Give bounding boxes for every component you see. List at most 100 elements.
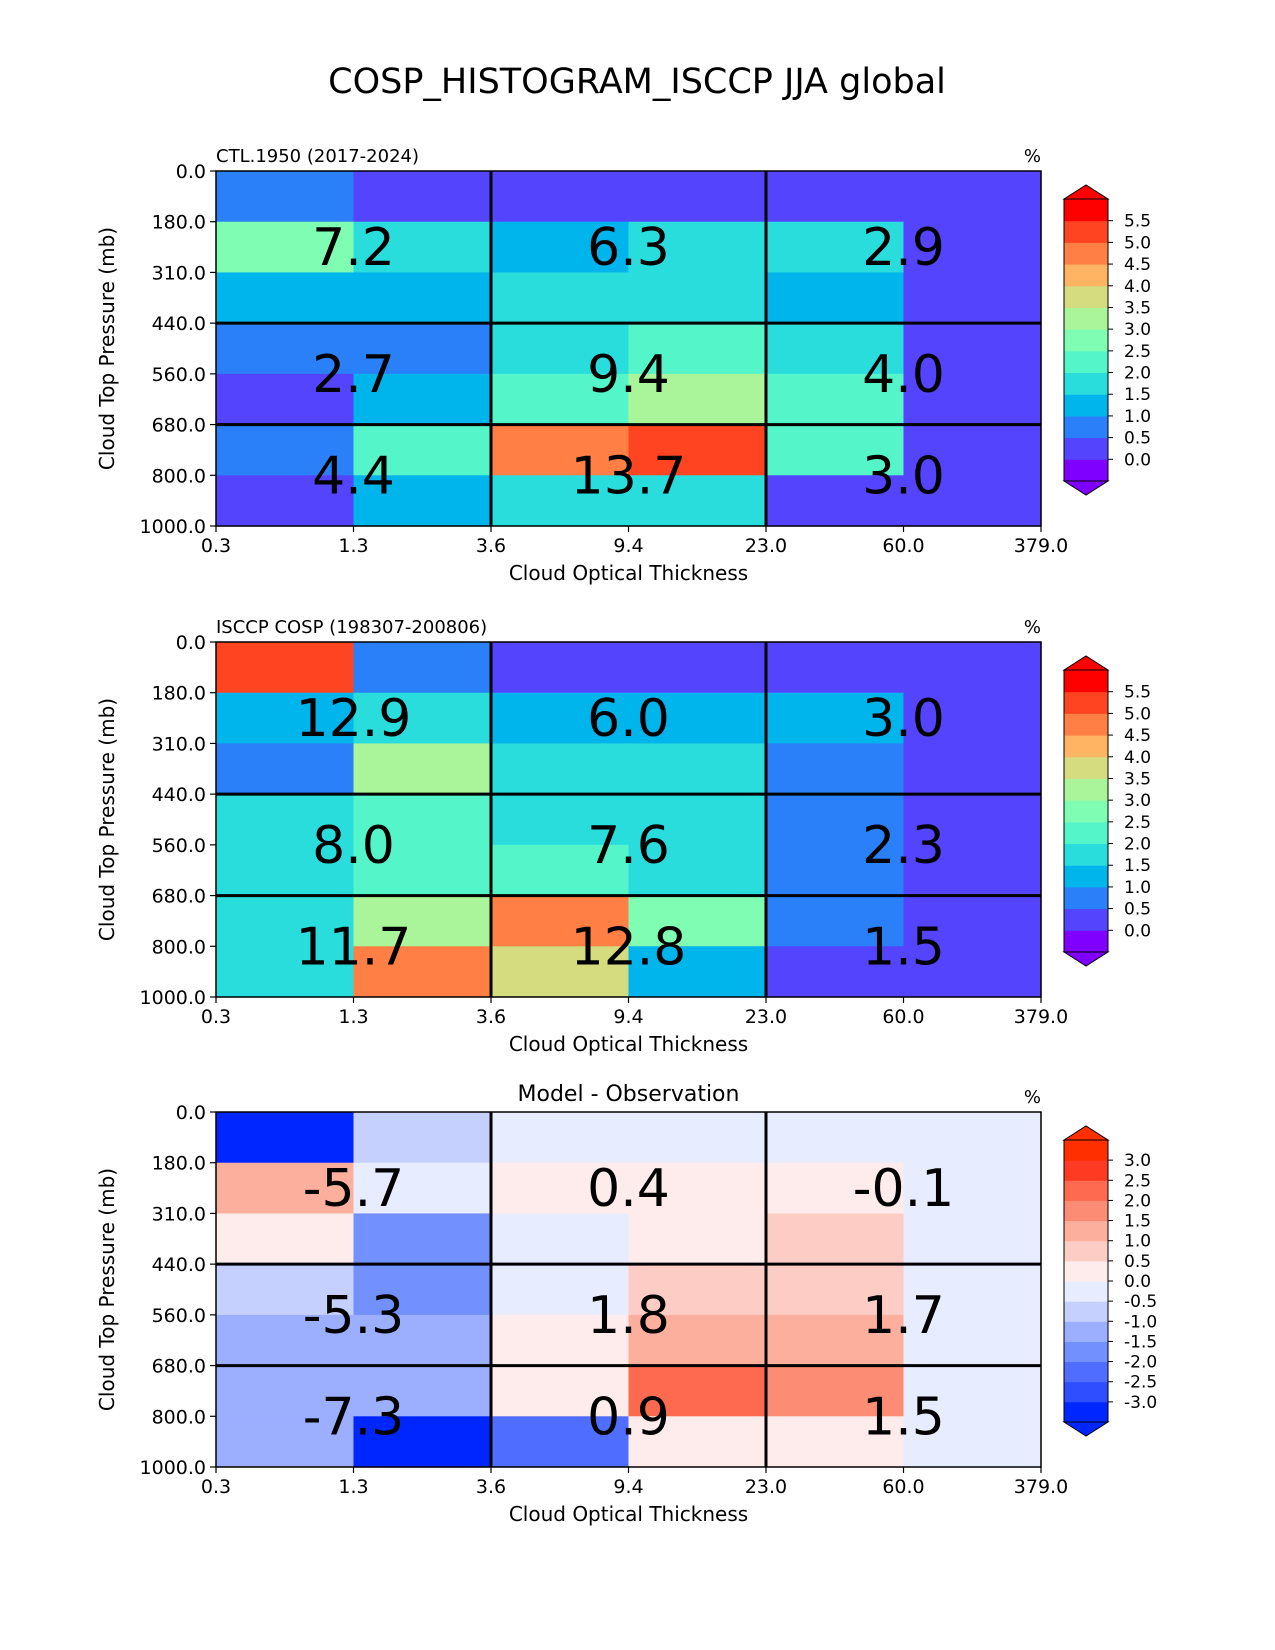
- colorbar-tick-label: -0.5: [1124, 1292, 1157, 1312]
- heatmap-cell: [628, 475, 767, 527]
- y-tick-label: 0.0: [176, 1102, 206, 1124]
- x-axis-label: Cloud Optical Thickness: [509, 1502, 748, 1526]
- block-sum-label: 2.3: [862, 816, 945, 876]
- colorbar-segment: [1064, 285, 1108, 308]
- block-sum-label: 2.7: [312, 345, 395, 405]
- block-sum-label: 7.2: [312, 218, 395, 278]
- colorbar-segment: [1064, 1361, 1108, 1383]
- colorbar-segment: [1064, 242, 1108, 265]
- heatmap-cell: [216, 1112, 355, 1164]
- heatmap-cell: [216, 373, 355, 426]
- x-tick-label: 1.3: [338, 1006, 368, 1028]
- heatmap-cell: [903, 1112, 1042, 1164]
- y-tick-label: 800.0: [152, 465, 206, 487]
- heatmap-cell: [491, 424, 630, 476]
- y-tick-label: 440.0: [152, 784, 206, 806]
- heatmap-cell: [903, 171, 1042, 223]
- colorbar-segment: [1064, 713, 1108, 736]
- heatmap-cell: [628, 743, 767, 795]
- y-axis-label: Cloud Top Pressure (mb): [95, 1168, 119, 1411]
- heatmap-cell: [491, 1416, 630, 1468]
- heatmap-cell: [903, 1213, 1042, 1265]
- heatmap-cell: [353, 1365, 492, 1417]
- heatmap-cell: [628, 323, 767, 375]
- heatmap-cell: [903, 272, 1042, 324]
- block-sum-label: 3.0: [862, 446, 945, 506]
- colorbar-extend-bottom: [1062, 1421, 1110, 1437]
- colorbar-tick-label: 3.0: [1124, 791, 1151, 811]
- heatmap-cell: [216, 475, 355, 527]
- heatmap-cell: [903, 642, 1042, 694]
- y-tick-label: 1000.0: [140, 516, 206, 538]
- panel-title-center: Model - Observation: [518, 1082, 740, 1107]
- colorbar-tick-label: 5.5: [1124, 683, 1151, 703]
- heatmap-cell: [628, 424, 767, 476]
- heatmap-cell: [353, 946, 492, 998]
- block-sum-label: 1.5: [862, 917, 945, 977]
- heatmap-cell: [628, 1213, 767, 1265]
- colorbar-segment: [1064, 670, 1108, 693]
- colorbar-segment: [1064, 1200, 1108, 1222]
- colorbar-tick-label: 4.0: [1124, 748, 1151, 768]
- colorbar-segment: [1064, 1160, 1108, 1181]
- colorbar-tick-label: -2.5: [1124, 1373, 1157, 1393]
- heatmap-cell: [353, 1264, 492, 1316]
- colorbar-tick-label: 2.5: [1124, 342, 1151, 362]
- heatmap-cell: [353, 323, 492, 375]
- heatmap-cell: [903, 844, 1042, 897]
- heatmap-cell: [216, 171, 355, 223]
- heatmap-cell: [903, 1162, 1042, 1215]
- heatmap-cell: [628, 794, 767, 846]
- heatmap-cell: [491, 323, 630, 375]
- heatmap-cell: [216, 1162, 355, 1215]
- x-tick-label: 379.0: [1014, 535, 1068, 557]
- colorbar-tick-label: -2.0: [1124, 1353, 1157, 1373]
- heatmap-cell: [353, 272, 492, 324]
- heatmap-cell: [491, 794, 630, 846]
- heatmap-cell: [353, 1416, 492, 1468]
- histogram-panel-1: 7.2 6.3 2.9 2.7 9.4 4.0 4.4 13.7 3.0 0.3 1.3 3.6 9.4…: [95, 146, 1151, 585]
- colorbar-segment: [1064, 415, 1108, 439]
- colorbar-tick-label: 2.5: [1124, 813, 1151, 833]
- colorbar-segment: [1064, 307, 1108, 330]
- colorbar-segment: [1064, 199, 1108, 222]
- colorbar-tick-label: -1.0: [1124, 1312, 1157, 1332]
- block-sum-label: -5.7: [303, 1159, 404, 1219]
- heatmap-cell: [353, 844, 492, 897]
- x-tick-label: 0.3: [201, 1006, 231, 1028]
- heatmap-cell: [353, 642, 492, 694]
- heatmap-cell: [766, 475, 905, 527]
- x-tick-label: 23.0: [745, 1006, 787, 1028]
- y-tick-label: 310.0: [152, 262, 206, 284]
- heatmap-cell: [766, 895, 905, 947]
- x-tick-label: 1.3: [338, 535, 368, 557]
- x-tick-label: 23.0: [745, 535, 787, 557]
- heatmap-cell: [353, 895, 492, 947]
- units-label: %: [1024, 1087, 1041, 1108]
- heatmap-cell: [491, 373, 630, 426]
- block-sum-label: 4.4: [312, 446, 395, 506]
- y-tick-label: 310.0: [152, 733, 206, 755]
- heatmap-cell: [766, 323, 905, 375]
- block-sum-label: 2.9: [862, 218, 945, 278]
- block-sum-label: -5.3: [303, 1286, 404, 1346]
- colorbar-tick-label: 0.0: [1124, 450, 1151, 470]
- colorbar-tick-label: 1.5: [1124, 1212, 1151, 1232]
- colorbar-tick-label: 2.0: [1124, 364, 1151, 384]
- heatmap-cell: [216, 221, 355, 274]
- x-tick-label: 23.0: [745, 1476, 787, 1498]
- heatmap-cell: [766, 844, 905, 897]
- block-sum-label: 0.9: [587, 1387, 670, 1447]
- block-sum-label: 7.6: [587, 816, 670, 876]
- colorbar-segment: [1064, 394, 1108, 417]
- heatmap-cell: [766, 794, 905, 846]
- block-sum-label: 3.0: [862, 689, 945, 749]
- colorbar-tick-label: 5.5: [1124, 212, 1151, 232]
- colorbar-tick-label: 0.5: [1124, 429, 1151, 449]
- colorbar-tick-label: 1.5: [1124, 385, 1151, 405]
- colorbar-tick-label: 3.0: [1124, 320, 1151, 340]
- colorbar-segment: [1064, 930, 1108, 953]
- heatmap-cell: [628, 171, 767, 223]
- colorbar-segment: [1064, 778, 1108, 801]
